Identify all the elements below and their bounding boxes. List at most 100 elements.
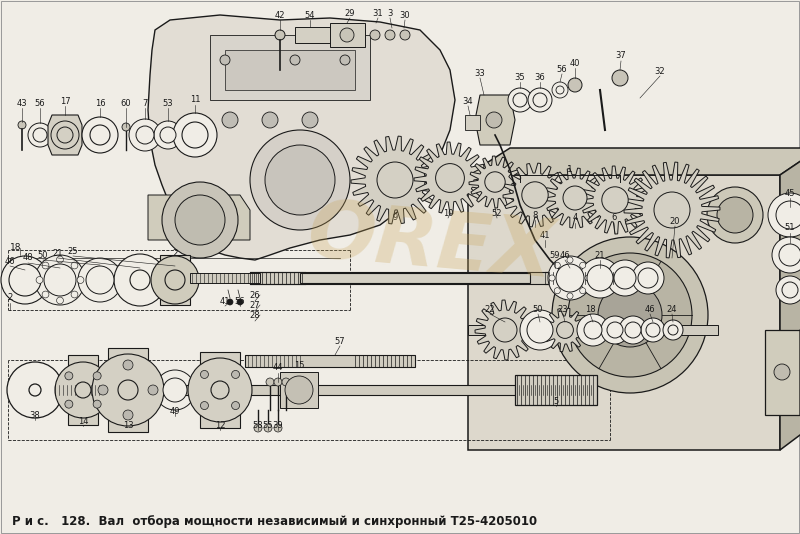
Circle shape (513, 93, 527, 107)
Text: 25: 25 (68, 247, 78, 255)
Text: 60: 60 (121, 98, 131, 107)
Text: 37: 37 (616, 51, 626, 60)
Polygon shape (468, 148, 800, 175)
Circle shape (707, 187, 763, 243)
Text: 17: 17 (60, 97, 70, 106)
Circle shape (646, 323, 660, 337)
Circle shape (584, 321, 602, 339)
Text: OREX: OREX (303, 195, 557, 295)
Circle shape (231, 371, 239, 379)
Text: 56: 56 (34, 98, 46, 107)
Bar (190, 273, 260, 283)
Circle shape (82, 117, 118, 153)
Circle shape (602, 187, 628, 213)
Circle shape (486, 112, 502, 128)
Circle shape (155, 370, 195, 410)
Circle shape (44, 264, 76, 296)
Text: 40: 40 (570, 59, 580, 67)
Circle shape (57, 127, 73, 143)
Circle shape (632, 262, 664, 294)
Polygon shape (351, 136, 439, 224)
Bar (245, 355, 415, 367)
Circle shape (264, 424, 272, 432)
Circle shape (237, 299, 243, 305)
Text: 56: 56 (557, 65, 567, 74)
Polygon shape (200, 352, 240, 428)
Text: 26: 26 (250, 292, 260, 301)
Text: 50: 50 (533, 304, 543, 313)
Circle shape (154, 121, 182, 149)
Circle shape (201, 371, 209, 379)
Text: 21: 21 (594, 250, 606, 260)
Polygon shape (465, 115, 480, 130)
Circle shape (42, 262, 49, 269)
Text: 16: 16 (94, 98, 106, 107)
Text: 22: 22 (485, 304, 495, 313)
Circle shape (557, 321, 574, 339)
Circle shape (607, 260, 643, 296)
Circle shape (1, 256, 49, 304)
Polygon shape (148, 195, 250, 240)
Circle shape (129, 119, 161, 151)
Circle shape (231, 402, 239, 410)
Text: 57: 57 (334, 336, 346, 345)
Text: 20: 20 (670, 216, 680, 225)
Circle shape (118, 380, 138, 400)
Circle shape (779, 244, 800, 266)
Circle shape (57, 256, 63, 263)
Text: 35: 35 (514, 73, 526, 82)
Polygon shape (469, 156, 521, 208)
Circle shape (768, 193, 800, 237)
Circle shape (148, 385, 158, 395)
Text: 53: 53 (162, 98, 174, 107)
Circle shape (493, 318, 517, 342)
Circle shape (598, 283, 662, 347)
Text: 42: 42 (274, 11, 286, 20)
Circle shape (93, 400, 101, 408)
Text: 6: 6 (611, 214, 617, 223)
Polygon shape (414, 142, 486, 214)
Circle shape (717, 197, 753, 233)
Text: 39: 39 (273, 420, 283, 429)
Circle shape (601, 316, 629, 344)
Text: 45: 45 (785, 189, 795, 198)
Circle shape (554, 262, 560, 268)
Circle shape (250, 130, 350, 230)
Circle shape (528, 88, 552, 112)
Circle shape (42, 291, 49, 298)
Circle shape (554, 288, 560, 294)
Circle shape (175, 195, 225, 245)
Polygon shape (545, 168, 605, 228)
Polygon shape (543, 308, 587, 352)
Polygon shape (475, 95, 515, 145)
Polygon shape (475, 300, 535, 360)
Text: 18: 18 (585, 304, 595, 313)
Circle shape (266, 378, 274, 386)
Text: 46: 46 (645, 304, 655, 313)
Polygon shape (624, 162, 720, 258)
Text: 59: 59 (550, 252, 560, 261)
Text: 28: 28 (250, 311, 260, 320)
Circle shape (122, 123, 130, 131)
Circle shape (563, 186, 587, 210)
Polygon shape (225, 50, 355, 90)
Circle shape (51, 121, 79, 149)
Bar (55, 385, 595, 395)
Text: 49: 49 (170, 406, 180, 415)
Text: 55: 55 (262, 420, 274, 429)
Circle shape (227, 299, 233, 305)
Circle shape (77, 277, 84, 284)
Text: 9: 9 (392, 214, 398, 223)
Circle shape (18, 121, 26, 129)
Circle shape (274, 378, 282, 386)
Text: 41: 41 (220, 296, 230, 305)
Circle shape (377, 162, 413, 198)
Text: 32: 32 (654, 67, 666, 75)
Circle shape (114, 254, 166, 306)
Circle shape (173, 113, 217, 157)
Polygon shape (160, 255, 190, 305)
Text: 41: 41 (540, 231, 550, 240)
Text: 52: 52 (492, 208, 502, 217)
Text: 48: 48 (22, 254, 34, 263)
Text: 15: 15 (294, 362, 304, 371)
